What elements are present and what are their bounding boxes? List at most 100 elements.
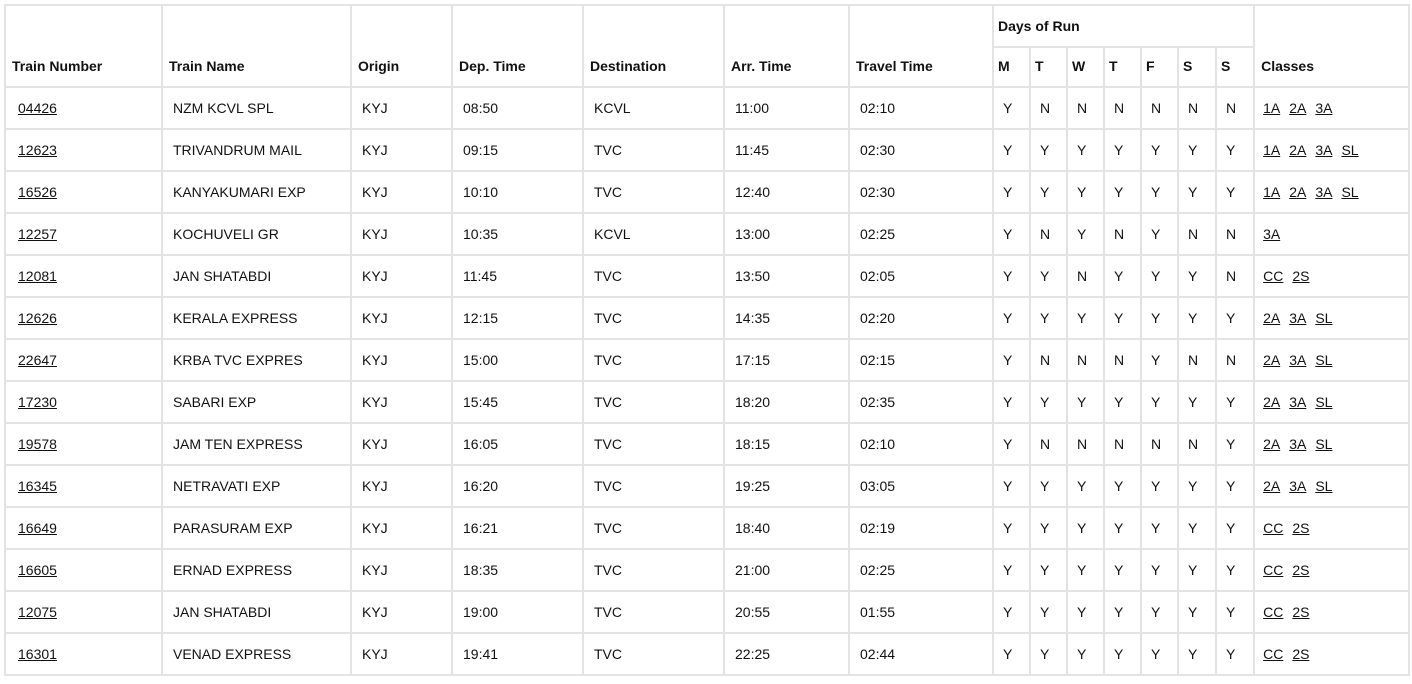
- day-sun-cell: N: [1214, 338, 1256, 382]
- class-link[interactable]: 3A: [1289, 436, 1307, 452]
- train-number-link[interactable]: 19578: [18, 436, 57, 452]
- destination-cell: TVC: [582, 338, 725, 382]
- origin-cell: KYJ: [350, 338, 453, 382]
- day-wed-cell: N: [1066, 422, 1105, 466]
- table-row: 16301 VENAD EXPRESS KYJ 19:41 TVC 22:25 02:44 Y…: [4, 632, 1411, 676]
- day-fri-cell: Y: [1140, 590, 1179, 634]
- day-mon-cell: Y: [992, 338, 1031, 382]
- train-number-link[interactable]: 16649: [18, 520, 57, 536]
- train-number-link[interactable]: 16526: [18, 184, 57, 200]
- class-link[interactable]: 2A: [1289, 142, 1307, 158]
- class-link[interactable]: 3A: [1289, 310, 1307, 326]
- dep-time-cell: 15:45: [451, 380, 584, 424]
- dep-time-cell: 10:35: [451, 212, 584, 256]
- train-number-link[interactable]: 12257: [18, 226, 57, 242]
- classes-cell: 1A 2A 3A: [1253, 86, 1411, 130]
- day-fri-cell: Y: [1140, 506, 1179, 550]
- class-link[interactable]: 2A: [1263, 310, 1281, 326]
- day-tue-cell: N: [1029, 338, 1068, 382]
- classes-cell: CC 2S: [1253, 632, 1411, 676]
- class-link[interactable]: 1A: [1263, 100, 1281, 116]
- class-link[interactable]: 3A: [1263, 226, 1281, 242]
- class-link[interactable]: 3A: [1315, 142, 1333, 158]
- day-fri-cell: Y: [1140, 128, 1179, 172]
- train-number-link[interactable]: 16345: [18, 478, 57, 494]
- class-link[interactable]: 2A: [1289, 100, 1307, 116]
- class-link[interactable]: 2A: [1263, 436, 1281, 452]
- class-link[interactable]: CC: [1263, 604, 1284, 620]
- train-number-link[interactable]: 12075: [18, 604, 57, 620]
- train-number-link[interactable]: 12623: [18, 142, 57, 158]
- class-link[interactable]: SL: [1341, 142, 1359, 158]
- class-link[interactable]: CC: [1263, 562, 1284, 578]
- class-link[interactable]: SL: [1315, 352, 1333, 368]
- class-link[interactable]: SL: [1315, 436, 1333, 452]
- train-name-cell: KOCHUVELI GR: [161, 212, 352, 256]
- origin-cell: KYJ: [350, 506, 453, 550]
- arr-time-cell: 14:35: [723, 296, 850, 340]
- class-link[interactable]: 2S: [1292, 520, 1310, 536]
- class-link[interactable]: SL: [1315, 310, 1333, 326]
- classes-cell: CC 2S: [1253, 548, 1411, 592]
- class-link[interactable]: CC: [1263, 268, 1284, 284]
- class-link[interactable]: 2A: [1263, 478, 1281, 494]
- class-link[interactable]: 3A: [1289, 478, 1307, 494]
- day-sat-cell: Y: [1177, 170, 1217, 214]
- class-link[interactable]: 3A: [1289, 394, 1307, 410]
- table-row: 12623 TRIVANDRUM MAIL KYJ 09:15 TVC 11:45 02:3…: [4, 128, 1411, 172]
- class-link[interactable]: CC: [1263, 520, 1284, 536]
- class-link[interactable]: 3A: [1315, 100, 1333, 116]
- train-number-link[interactable]: 04426: [18, 100, 57, 116]
- day-wed-cell: Y: [1066, 632, 1105, 676]
- class-link[interactable]: SL: [1315, 394, 1333, 410]
- arr-time-cell: 22:25: [723, 632, 850, 676]
- class-link[interactable]: 1A: [1263, 142, 1281, 158]
- train-number-link[interactable]: 17230: [18, 394, 57, 410]
- arr-time-cell: 19:25: [723, 464, 850, 508]
- origin-cell: KYJ: [350, 86, 453, 130]
- class-link[interactable]: CC: [1263, 646, 1284, 662]
- class-link[interactable]: 2A: [1289, 184, 1307, 200]
- day-mon-cell: Y: [992, 128, 1031, 172]
- table-row: 12257 KOCHUVELI GR KYJ 10:35 KCVL 13:00 02:25 Y…: [4, 212, 1411, 256]
- class-link[interactable]: 2A: [1263, 394, 1281, 410]
- day-mon-cell: Y: [992, 380, 1031, 424]
- train-name-cell: TRIVANDRUM MAIL: [161, 128, 352, 172]
- train-number-link[interactable]: 16605: [18, 562, 57, 578]
- day-thu-cell: Y: [1103, 128, 1142, 172]
- class-link[interactable]: 2S: [1292, 562, 1310, 578]
- day-sat-cell: Y: [1177, 464, 1217, 508]
- origin-cell: KYJ: [350, 422, 453, 466]
- class-link[interactable]: 2S: [1292, 604, 1310, 620]
- classes-cell: 1A 2A 3A SL: [1253, 170, 1411, 214]
- class-link[interactable]: 2A: [1263, 352, 1281, 368]
- class-link[interactable]: 3A: [1289, 352, 1307, 368]
- train-number-cell: 12623: [4, 128, 163, 172]
- class-link[interactable]: SL: [1315, 478, 1333, 494]
- train-number-link[interactable]: 16301: [18, 646, 57, 662]
- day-tue-cell: Y: [1029, 590, 1068, 634]
- class-link[interactable]: 1A: [1263, 184, 1281, 200]
- travel-time-cell: 02:20: [848, 296, 994, 340]
- day-sun-cell: Y: [1214, 548, 1256, 592]
- header-day-wed: W: [1066, 46, 1105, 88]
- day-tue-cell: Y: [1029, 128, 1068, 172]
- arr-time-cell: 17:15: [723, 338, 850, 382]
- travel-time-cell: 02:10: [848, 422, 994, 466]
- table-row: 17230 SABARI EXP KYJ 15:45 TVC 18:20 02:35 Y Y Y Y…: [4, 380, 1411, 424]
- day-tue-cell: N: [1029, 212, 1068, 256]
- classes-cell: 2A 3A SL: [1253, 338, 1411, 382]
- day-wed-cell: Y: [1066, 296, 1105, 340]
- class-link[interactable]: 3A: [1315, 184, 1333, 200]
- day-sun-cell: Y: [1214, 296, 1256, 340]
- header-train-name: Train Name: [161, 4, 352, 88]
- train-number-link[interactable]: 12081: [18, 268, 57, 284]
- day-tue-cell: Y: [1029, 464, 1068, 508]
- header-day-thu: T: [1103, 46, 1142, 88]
- class-link[interactable]: 2S: [1292, 646, 1310, 662]
- train-number-link[interactable]: 22647: [18, 352, 57, 368]
- destination-cell: TVC: [582, 422, 725, 466]
- train-number-link[interactable]: 12626: [18, 310, 57, 326]
- class-link[interactable]: SL: [1341, 184, 1359, 200]
- class-link[interactable]: 2S: [1292, 268, 1310, 284]
